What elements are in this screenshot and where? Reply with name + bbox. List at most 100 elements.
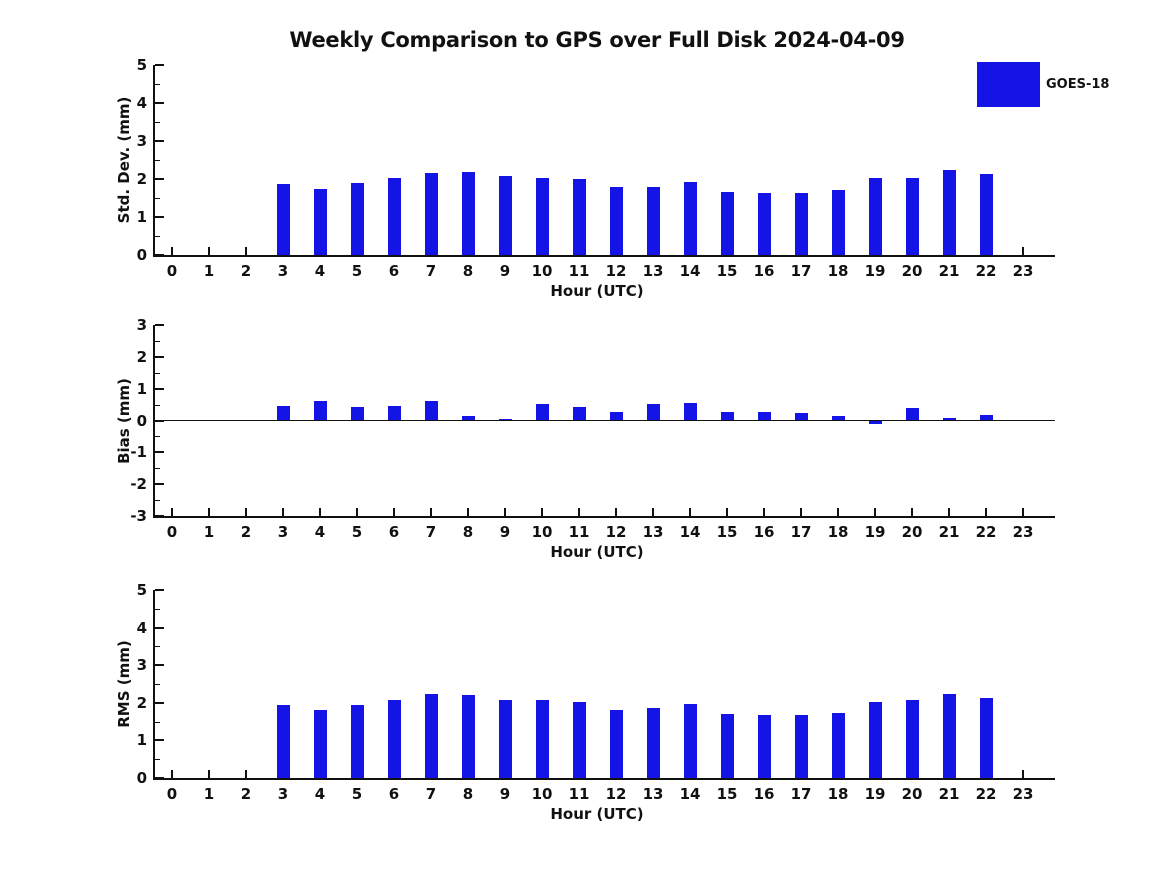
bar-hour-20 [905, 407, 919, 421]
x-tick [430, 508, 432, 516]
y-tick-label: 3 [136, 656, 147, 675]
x-tick-label: 9 [499, 523, 511, 541]
x-tick [911, 508, 913, 516]
y-tick-label: 2 [136, 693, 147, 712]
bar-hour-7 [424, 172, 438, 255]
x-tick [578, 508, 580, 516]
x-tick-label: 1 [203, 523, 215, 541]
x-tick [874, 508, 876, 516]
y-tick-label: -1 [130, 443, 147, 462]
y-tick [155, 451, 164, 454]
x-tick [208, 508, 210, 516]
x-tick-label: 17 [790, 523, 812, 541]
x-axis-line [153, 778, 1055, 780]
y-tick [155, 739, 164, 742]
x-tick-label: 10 [531, 523, 553, 541]
y-tick [155, 589, 164, 591]
x-tick-label: 21 [938, 262, 960, 280]
x-tick-label: 19 [864, 523, 886, 541]
x-axis-label: Hour (UTC) [550, 805, 644, 823]
bar-hour-3 [276, 705, 290, 778]
y-tick-label: 1 [136, 208, 147, 226]
bar-hour-13 [646, 707, 660, 778]
x-tick-label: 4 [314, 523, 326, 541]
x-tick [245, 508, 247, 516]
x-tick-label: 12 [605, 785, 627, 803]
x-tick [467, 508, 469, 516]
bar-hour-16 [757, 715, 771, 778]
x-tick-label: 17 [790, 262, 812, 280]
x-tick [541, 508, 543, 516]
x-tick [245, 247, 247, 255]
x-tick-label: 0 [166, 523, 178, 541]
y-tick [155, 355, 164, 358]
x-axis-line [153, 255, 1055, 257]
y-minor-tick [155, 122, 160, 123]
y-tick [155, 216, 164, 218]
x-tick-label: 16 [753, 523, 775, 541]
x-tick [985, 508, 987, 516]
y-tick-label: 1 [136, 731, 147, 750]
y-tick [155, 515, 164, 517]
bar-hour-15 [720, 714, 734, 778]
bar-hour-15 [720, 411, 734, 421]
y-minor-tick [155, 721, 160, 723]
x-tick-label: 18 [827, 262, 849, 280]
legend-series-label: GOES-18 [1046, 77, 1110, 92]
bar-hour-16 [757, 192, 771, 255]
bar-hour-6 [387, 177, 401, 255]
x-tick-label: 18 [827, 523, 849, 541]
y-axis-label: RMS (mm) [115, 640, 133, 728]
chart-panel-rms: RMS (mm) Hour (UTC) 0 1 2 3 4 5 0 1 2 3 4 5 6 7 8 9 10 11… [0, 581, 1167, 823]
bar-hour-21 [942, 693, 956, 778]
y-axis-label: Std. Dev. (mm) [115, 96, 133, 224]
x-tick-label: 11 [568, 262, 590, 280]
bar-hour-6 [387, 699, 401, 778]
x-tick-label: 10 [531, 262, 553, 280]
x-tick-label: 18 [827, 785, 849, 803]
x-tick-label: 13 [642, 523, 664, 541]
x-tick-label: 13 [642, 785, 664, 803]
x-axis-line [153, 516, 1055, 518]
bar-hour-14 [683, 402, 697, 421]
x-tick-label: 6 [388, 523, 400, 541]
y-minor-tick [155, 468, 160, 470]
bar-hour-19 [868, 178, 882, 255]
y-minor-tick [155, 436, 160, 438]
y-tick-label: 4 [136, 94, 147, 112]
bar-hour-21 [942, 169, 956, 255]
bar-hour-4 [313, 401, 327, 421]
bar-hour-19 [868, 420, 882, 424]
zero-line [155, 420, 1055, 421]
x-tick-label: 22 [975, 262, 997, 280]
x-tick-label: 0 [166, 262, 178, 280]
y-minor-tick [155, 684, 160, 685]
x-tick-label: 12 [605, 262, 627, 280]
bar-hour-4 [313, 709, 327, 778]
y-tick [155, 664, 164, 667]
plot-area [153, 64, 1055, 257]
x-tick-label: 10 [531, 785, 553, 803]
bar-hour-10 [535, 177, 549, 255]
bar-hour-22 [979, 174, 993, 255]
y-minor-tick [155, 160, 160, 161]
bar-hour-18 [831, 189, 845, 255]
x-tick [171, 508, 173, 516]
y-tick [155, 178, 164, 180]
y-axis-line [153, 325, 155, 518]
bar-hour-14 [683, 182, 697, 255]
bar-hour-13 [646, 403, 660, 421]
bar-hour-10 [535, 699, 549, 778]
x-tick-label: 14 [679, 262, 701, 280]
bar-hour-22 [979, 697, 993, 778]
bar-hour-4 [313, 188, 327, 255]
bar-hour-8 [461, 695, 475, 778]
y-minor-tick [155, 646, 160, 648]
x-tick [171, 247, 173, 255]
x-tick-label: 23 [1012, 523, 1034, 541]
x-tick-label: 1 [203, 785, 215, 803]
y-minor-tick [155, 236, 160, 237]
y-tick [155, 324, 164, 326]
x-tick [1022, 770, 1024, 778]
